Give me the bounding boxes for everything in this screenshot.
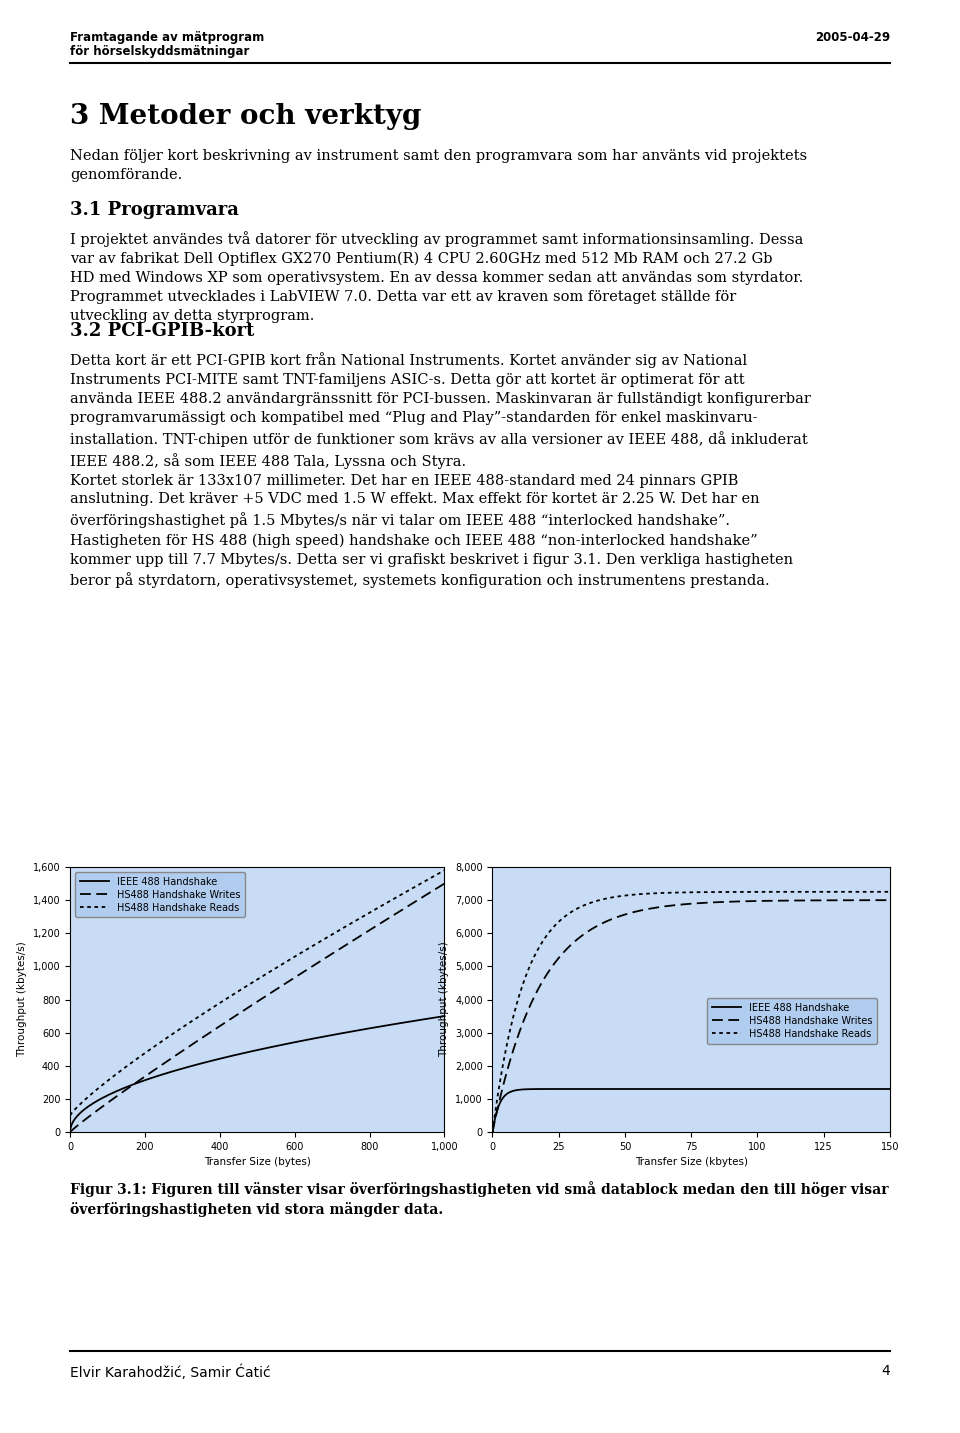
Line: IEEE 488 Handshake: IEEE 488 Handshake [492,1089,890,1132]
HS488 Handshake Reads [387,891,398,909]
IEEE 488 Handshake [735,1080,747,1098]
IEEE 488 Handshake [717,1080,729,1098]
IEEE 488 Handshake [302,1030,314,1048]
HS488 Handshake Reads [281,953,293,970]
IEEE 488 Handshake [487,1123,498,1141]
HS488 Handshake Writes [487,1123,498,1141]
HS488 Handshake Writes [87,1105,99,1122]
HS488 Handshake Reads [717,883,729,900]
Line: HS488 Handshake Writes: HS488 Handshake Writes [492,900,890,1132]
IEEE 488 Handshake [348,1023,360,1040]
HS488 Handshake Reads [87,1083,99,1101]
X-axis label: Transfer Size (kbytes): Transfer Size (kbytes) [635,1158,748,1168]
IEEE 488 Handshake [740,1080,752,1098]
HS488 Handshake Reads [487,1123,498,1141]
Text: 3.2 PCI-GPIB-kort: 3.2 PCI-GPIB-kort [70,322,254,341]
HS488 Handshake Writes [740,893,752,910]
IEEE 488 Handshake [789,1080,801,1098]
Text: Figur 3.1: Figuren till vänster visar överföringshastigheten vid små datablock m: Figur 3.1: Figuren till vänster visar öv… [70,1181,889,1217]
HS488 Handshake Writes [292,967,303,984]
HS488 Handshake Reads [511,995,522,1012]
IEEE 488 Handshake [292,1033,303,1050]
Text: 3 Metoder och verktyg: 3 Metoder och verktyg [70,103,421,130]
Text: Nedan följer kort beskrivning av instrument samt den programvara som har använts: Nedan följer kort beskrivning av instrum… [70,149,807,182]
HS488 Handshake Writes [788,891,800,909]
IEEE 488 Handshake [511,1082,522,1099]
IEEE 488 Handshake [728,1080,739,1098]
HS488 Handshake Writes [511,1030,522,1048]
HS488 Handshake Reads [302,940,314,957]
HS488 Handshake Reads [740,883,752,900]
HS488 Handshake Reads [788,883,800,900]
IEEE 488 Handshake [439,1007,450,1025]
Text: Elvir Karahodžić, Samir Ćatić: Elvir Karahodžić, Samir Ćatić [70,1364,271,1380]
Y-axis label: Throughput (kbytes/s): Throughput (kbytes/s) [17,941,27,1058]
Legend: IEEE 488 Handshake, HS488 Handshake Writes, HS488 Handshake Reads: IEEE 488 Handshake, HS488 Handshake Writ… [75,871,245,917]
Text: Detta kort är ett PCI-GPIB kort från National Instruments. Kortet använder sig a: Detta kort är ett PCI-GPIB kort från Nat… [70,353,811,589]
Text: 3.1 Programvara: 3.1 Programvara [70,201,239,219]
Text: Framtagande av mätprogram: Framtagande av mätprogram [70,30,264,44]
IEEE 488 Handshake [387,1016,398,1033]
HS488 Handshake Reads [348,913,360,930]
Y-axis label: Throughput (kbytes/s): Throughput (kbytes/s) [440,941,449,1058]
HS488 Handshake Writes [348,931,360,949]
Line: IEEE 488 Handshake: IEEE 488 Handshake [70,1016,444,1132]
HS488 Handshake Writes [302,960,314,977]
HS488 Handshake Writes [828,891,840,909]
IEEE 488 Handshake [829,1080,841,1098]
Text: I projektet användes två datorer för utveckling av programmet samt informationsi: I projektet användes två datorer för utv… [70,231,804,322]
Line: HS488 Handshake Reads: HS488 Handshake Reads [492,891,890,1132]
HS488 Handshake Reads [292,946,303,963]
IEEE 488 Handshake [281,1035,293,1052]
HS488 Handshake Reads [884,883,896,900]
HS488 Handshake Writes [439,876,450,893]
Text: för hörselskyddsmätningar: för hörselskyddsmätningar [70,46,250,59]
Line: HS488 Handshake Reads: HS488 Handshake Reads [70,870,444,1115]
HS488 Handshake Writes [728,893,739,910]
IEEE 488 Handshake [884,1080,896,1098]
HS488 Handshake Reads [439,861,450,878]
HS488 Handshake Reads [828,883,840,900]
HS488 Handshake Reads [64,1106,76,1123]
Text: 2005-04-29: 2005-04-29 [815,30,890,44]
Legend: IEEE 488 Handshake, HS488 Handshake Writes, HS488 Handshake Reads: IEEE 488 Handshake, HS488 Handshake Writ… [707,997,877,1043]
Line: HS488 Handshake Writes: HS488 Handshake Writes [70,884,444,1132]
HS488 Handshake Writes [387,907,398,924]
Text: 4: 4 [881,1364,890,1379]
HS488 Handshake Reads [728,883,739,900]
HS488 Handshake Writes [281,973,293,990]
IEEE 488 Handshake [64,1123,76,1141]
HS488 Handshake Writes [64,1123,76,1141]
X-axis label: Transfer Size (bytes): Transfer Size (bytes) [204,1158,311,1168]
IEEE 488 Handshake [87,1095,99,1112]
HS488 Handshake Writes [884,891,896,909]
HS488 Handshake Writes [717,893,729,910]
